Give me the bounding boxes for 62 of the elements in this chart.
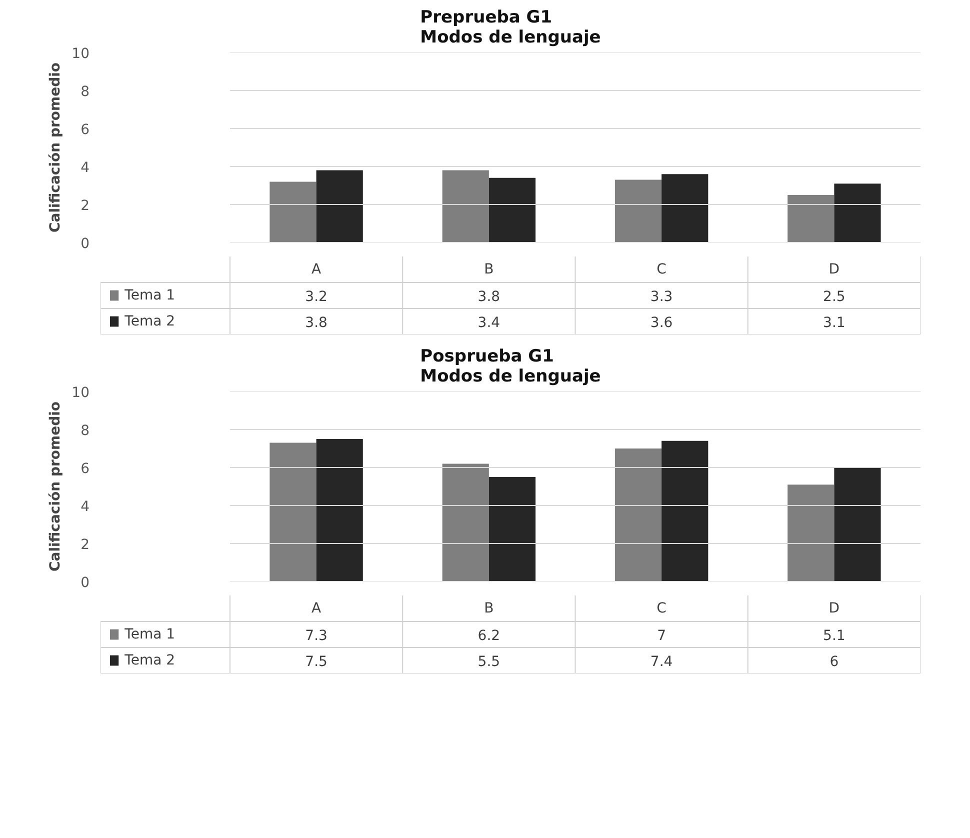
legend-label: Tema 1 (124, 626, 176, 642)
bar (442, 170, 489, 242)
x-tick-label: B (484, 262, 494, 278)
x-tick-label: C (656, 600, 667, 616)
y-tick-label: 6 (80, 461, 90, 477)
y-tick-label: 4 (80, 499, 90, 515)
x-tick-label: A (312, 262, 322, 278)
data-label: 7.4 (650, 654, 673, 670)
bar (488, 477, 536, 582)
chart-subtitle: Modos de lenguaje (420, 366, 601, 386)
chart-title: Preprueba G1 (420, 8, 552, 28)
x-tick-label: D (828, 600, 840, 616)
data-label: 3.2 (305, 289, 328, 305)
y-tick-label: 0 (80, 236, 90, 252)
legend-label: Tema 2 (124, 314, 176, 330)
bar (834, 184, 881, 242)
y-tick-label: 4 (80, 160, 90, 176)
y-tick-label: 10 (72, 46, 90, 62)
data-label: 6 (830, 654, 839, 670)
y-tick-label: 2 (80, 537, 90, 553)
legend-label: Tema 1 (124, 288, 176, 304)
bar (614, 448, 662, 582)
bar (316, 439, 363, 582)
bar (662, 174, 708, 242)
data-label: 6.2 (478, 628, 500, 644)
bar (442, 464, 489, 582)
bar (788, 484, 834, 582)
data-label: 5.5 (478, 654, 500, 670)
data-label: 2.5 (823, 289, 846, 305)
data-label: 3.6 (650, 315, 673, 331)
data-label: 5.1 (823, 628, 846, 644)
legend-label: Tema 2 (124, 652, 176, 668)
x-tick-label: C (656, 262, 667, 278)
bar (488, 178, 536, 242)
bar (316, 170, 363, 242)
bar (788, 195, 834, 242)
data-label: 7.5 (305, 654, 328, 670)
data-label: 3.4 (478, 315, 500, 331)
chart-subtitle: Modos de lenguaje (420, 28, 601, 48)
y-tick-label: 8 (80, 423, 90, 439)
y-tick-label: 8 (80, 84, 90, 100)
y-tick-label: 10 (72, 385, 90, 401)
data-label: 7.3 (305, 628, 328, 644)
y-tick-label: 2 (80, 198, 90, 214)
bar (614, 180, 662, 242)
chart-title: Posprueba G1 (420, 346, 554, 366)
data-label: 3.8 (305, 315, 328, 331)
data-label: 3.1 (823, 315, 846, 331)
data-label: 7 (657, 628, 666, 644)
y-tick-label: 0 (80, 575, 90, 591)
y-tick-label: 6 (80, 122, 90, 138)
bar (270, 442, 316, 582)
x-tick-label: A (312, 600, 322, 616)
y-axis-title: Calificación promedio (48, 401, 64, 572)
data-label: 3.3 (650, 289, 673, 305)
bar (662, 440, 708, 582)
x-tick-label: B (484, 600, 494, 616)
bar (270, 182, 316, 242)
data-label: 3.8 (478, 289, 500, 305)
x-tick-label: D (828, 262, 840, 278)
y-axis-title: Calificación promedio (48, 62, 64, 233)
bar (834, 468, 881, 582)
